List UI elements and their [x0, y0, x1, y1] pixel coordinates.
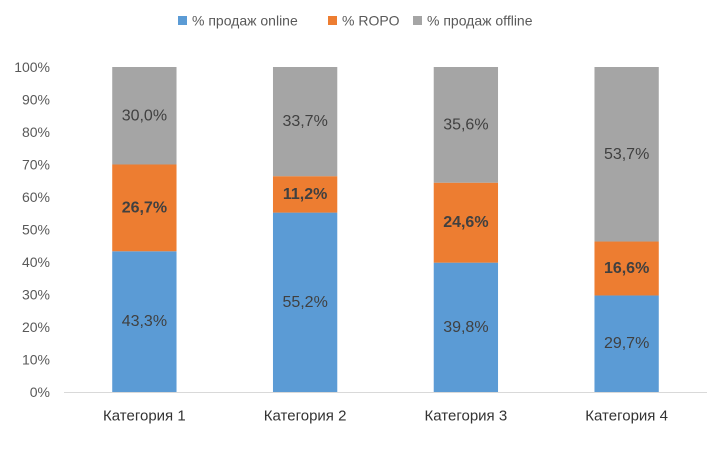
bar-segment-offline-category-4: [594, 67, 659, 242]
y-tick-label: 0%: [30, 384, 50, 400]
legend-swatch-ropo: [328, 16, 337, 25]
bar-stack-category-4: 29,7% 16,6% 53,7%: [594, 67, 659, 392]
y-tick-label: 30%: [22, 287, 50, 303]
legend-label-online: % продаж online: [192, 13, 298, 29]
y-tick-label: 10%: [22, 352, 50, 368]
data-label-ropo-category-1: 26,7%: [122, 199, 167, 216]
bar-segment-online-category-4: [594, 295, 659, 392]
data-label-offline-category-3: 35,6%: [443, 116, 488, 133]
y-tick-label: 50%: [22, 222, 50, 238]
x-category-label: Категория 1: [103, 408, 186, 425]
y-tick-label: 20%: [22, 319, 50, 335]
y-tick-label: 80%: [22, 124, 50, 140]
legend-item-online: % продаж online: [178, 13, 298, 29]
data-label-ropo-category-4: 16,6%: [604, 260, 649, 277]
bar-segment-online-category-3: [433, 262, 499, 392]
x-category-label: Категория 4: [585, 408, 668, 425]
data-label-online-category-3: 39,8%: [443, 319, 488, 336]
bar-segment-offline-category-1: [112, 67, 177, 165]
data-label-ropo-category-3: 24,6%: [443, 214, 488, 231]
y-axis: 0% 10% 20% 30% 40% 50% 60% 70% 80% 90% 100%: [14, 59, 50, 400]
bar-segment-online-category-1: [112, 251, 177, 392]
legend-item-offline: % продаж offline: [413, 13, 533, 29]
bar-segment-offline-category-2: [272, 67, 338, 177]
y-tick-label: 60%: [22, 189, 50, 205]
data-label-online-category-2: 55,2%: [282, 294, 327, 311]
y-tick-label: 90%: [22, 92, 50, 108]
y-tick-label: 70%: [22, 157, 50, 173]
bar-segment-ropo-category-4: [594, 241, 659, 296]
data-label-ropo-category-2: 11,2%: [283, 186, 327, 203]
x-axis: Категория 1 Категория 2 Категория 3 Категор…: [64, 392, 707, 425]
bar-segment-ropo-category-3: [433, 182, 499, 263]
data-label-offline-category-2: 33,7%: [282, 113, 327, 130]
legend-swatch-online: [178, 16, 187, 25]
data-label-online-category-1: 43,3%: [122, 313, 167, 330]
data-label-offline-category-1: 30,0%: [122, 107, 167, 124]
bar-segment-ropo-category-2: [272, 176, 338, 213]
legend-label-offline: % продаж offline: [427, 13, 533, 29]
x-category-label: Категория 3: [425, 408, 508, 425]
y-tick-label: 40%: [22, 254, 50, 270]
bar-segment-offline-category-3: [433, 67, 499, 183]
bars: 43,3% 26,7% 30,0% 55,2% 11,2% 33,7% 39,8% 24,6%…: [112, 67, 659, 392]
legend: % продаж online % ROPO % продаж offline: [178, 13, 533, 29]
legend-label-ropo: % ROPO: [342, 13, 400, 29]
y-tick-label: 100%: [14, 59, 50, 75]
x-category-label: Категория 2: [264, 408, 347, 425]
bar-segment-ropo-category-1: [112, 164, 177, 252]
data-label-offline-category-4: 53,7%: [604, 146, 649, 163]
legend-item-ropo: % ROPO: [328, 13, 400, 29]
bar-stack-category-3: 39,8% 24,6% 35,6%: [433, 67, 499, 392]
bar-stack-category-2: 55,2% 11,2% 33,7%: [272, 67, 338, 392]
legend-swatch-offline: [413, 16, 422, 25]
bar-segment-online-category-2: [272, 212, 338, 392]
data-label-online-category-4: 29,7%: [604, 335, 649, 352]
bar-stack-category-1: 43,3% 26,7% 30,0%: [112, 67, 177, 392]
